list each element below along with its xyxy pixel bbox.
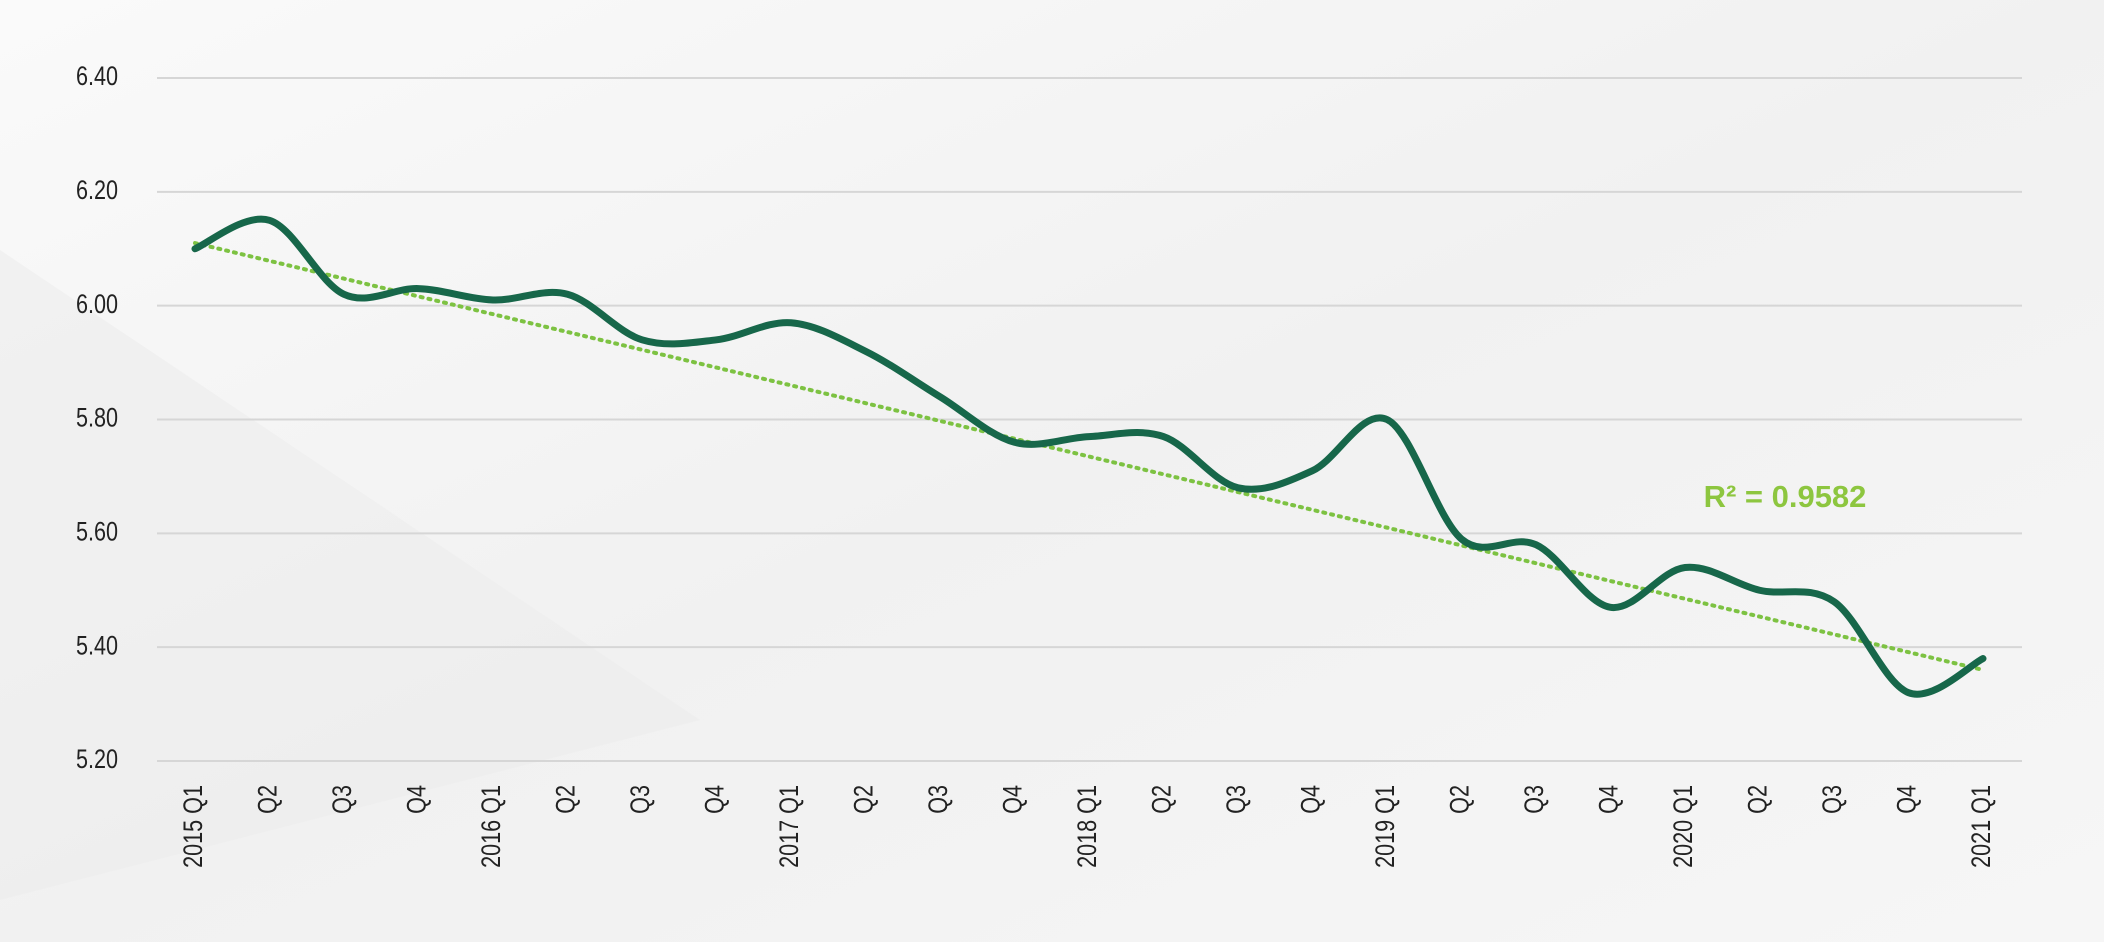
x-tick-label: Q4 (1892, 785, 1922, 814)
x-tick-label: Q3 (626, 785, 656, 814)
y-tick-label: 5.40 (76, 631, 118, 661)
trendline (193, 241, 1985, 672)
x-tick-label: Q2 (849, 785, 879, 814)
x-tick-label: Q4 (1594, 785, 1624, 814)
x-tick-label: 2021 Q1 (1967, 785, 1997, 868)
x-tick-label: Q3 (924, 785, 954, 814)
x-tick-label: Q4 (998, 785, 1028, 814)
x-tick-label: 2020 Q1 (1669, 785, 1699, 868)
y-tick-label: 6.00 (76, 290, 118, 320)
y-tick-label: 6.20 (76, 176, 118, 206)
x-tick-label: Q2 (1445, 785, 1475, 814)
y-tick-label: 5.20 (76, 745, 118, 775)
x-tick-label: 2015 Q1 (179, 785, 209, 868)
x-tick-label: Q3 (1520, 785, 1550, 814)
x-tick-label: Q2 (551, 785, 581, 814)
x-tick-label: Q2 (1743, 785, 1773, 814)
x-tick-label: Q4 (700, 785, 730, 814)
x-tick-label: Q2 (253, 785, 283, 814)
x-tick-label: Q4 (402, 785, 432, 814)
x-tick-label: Q3 (1818, 785, 1848, 814)
y-tick-label: 5.80 (76, 403, 118, 433)
y-tick-label: 5.60 (76, 517, 118, 547)
x-tick-label: Q4 (1296, 785, 1326, 814)
x-tick-label: 2016 Q1 (477, 785, 507, 868)
data-line (191, 215, 1987, 698)
x-tick-label: Q3 (1222, 785, 1252, 814)
x-tick-label: Q2 (1147, 785, 1177, 814)
y-tick-label: 6.40 (76, 62, 118, 92)
x-tick-label: 2018 Q1 (1073, 785, 1103, 868)
x-tick-label: 2019 Q1 (1371, 785, 1401, 868)
r-squared-annotation: R² = 0.9582 (1704, 479, 1867, 514)
background-shape (0, 250, 700, 900)
x-tick-label: Q3 (328, 785, 358, 814)
x-tick-label: 2017 Q1 (775, 785, 805, 868)
